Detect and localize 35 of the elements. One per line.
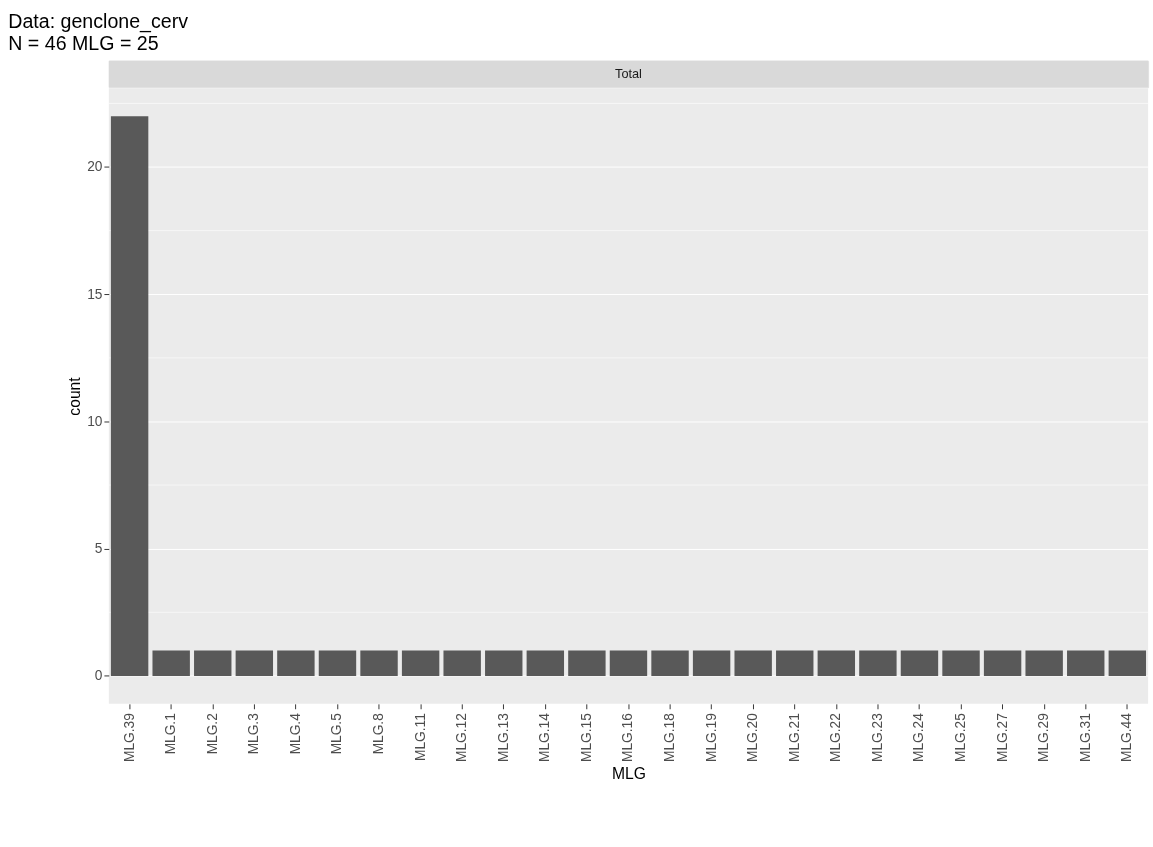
x-tick-label: MLG.20 — [745, 712, 761, 762]
x-tick-label: MLG.39 — [121, 713, 137, 762]
y-tick-label: 5 — [94, 541, 103, 557]
x-axis-title: MLG — [611, 764, 646, 782]
y-tick-label: 20 — [87, 159, 103, 175]
x-tick-label: MLG.31 — [1077, 713, 1093, 762]
x-tick-label: MLG.13 — [495, 712, 511, 762]
x-tick-label: MLG.2 — [204, 713, 220, 755]
x-tick-label: MLG.27 — [994, 713, 1010, 762]
y-axis-title: count — [66, 376, 84, 416]
x-tick-label: MLG.16 — [620, 712, 636, 762]
y-tick-label: 0 — [94, 668, 103, 684]
x-tick-label: MLG.3 — [246, 712, 262, 755]
x-tick-label: MLG.14 — [537, 712, 553, 762]
x-tick-label: MLG.8 — [370, 712, 386, 755]
x-tick-label: MLG.29 — [1036, 713, 1052, 762]
x-tick-label: MLG.19 — [703, 713, 719, 762]
x-tick-label: MLG.21 — [786, 713, 802, 762]
x-tick-label: MLG.5 — [329, 712, 345, 755]
y-tick-label: 15 — [87, 286, 103, 302]
x-tick-label: MLG.15 — [578, 712, 594, 762]
x-tick-label: MLG.1 — [163, 713, 179, 755]
x-tick-label: MLG.22 — [828, 713, 844, 762]
chart-subtitle: N = 46 MLG = 25 — [8, 32, 159, 55]
y-tick-label: 10 — [87, 413, 103, 429]
x-tick-label: MLG.18 — [661, 712, 677, 762]
text: Total — [615, 66, 642, 82]
x-tick-label: MLG.11 — [412, 713, 428, 761]
x-tick-label: MLG.4 — [287, 712, 303, 755]
chart-title: Data: genclone_cerv — [8, 9, 189, 33]
x-tick-label: MLG.25 — [952, 712, 968, 762]
x-tick-label: MLG.44 — [1119, 712, 1135, 762]
x-tick-label: MLG.23 — [869, 712, 885, 762]
x-tick-label: MLG.12 — [454, 713, 470, 762]
x-tick-label: MLG.24 — [911, 712, 927, 762]
